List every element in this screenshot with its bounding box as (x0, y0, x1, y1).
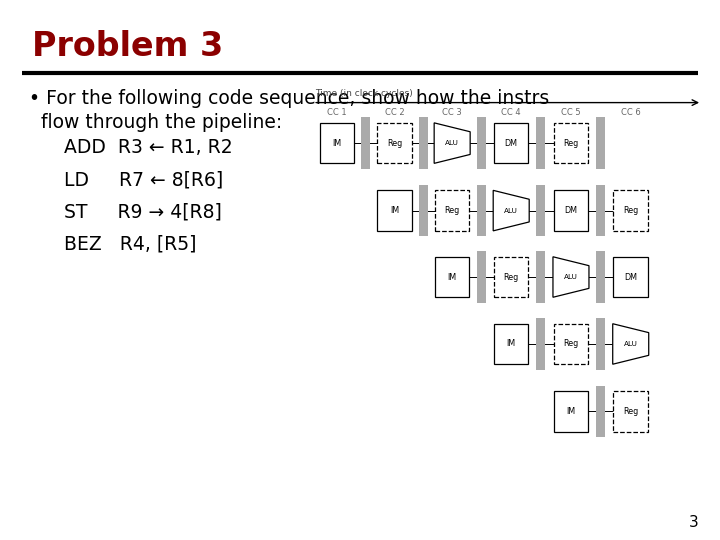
Bar (596, 386, 605, 437)
Text: BEZ   R4, [R5]: BEZ R4, [R5] (40, 235, 196, 254)
Text: DM: DM (564, 206, 577, 215)
Text: flow through the pipeline:: flow through the pipeline: (29, 113, 282, 132)
Text: IM: IM (448, 273, 456, 281)
Text: Reg: Reg (623, 206, 639, 215)
Polygon shape (434, 123, 470, 163)
FancyBboxPatch shape (494, 323, 528, 364)
Bar (361, 118, 370, 168)
Bar (596, 185, 605, 237)
Text: Reg: Reg (444, 206, 460, 215)
Text: IM: IM (390, 206, 399, 215)
Polygon shape (613, 324, 649, 364)
Text: IM: IM (567, 407, 575, 416)
Bar (419, 185, 428, 237)
Bar (536, 118, 545, 168)
Polygon shape (553, 257, 589, 297)
Text: CC 5: CC 5 (561, 108, 581, 117)
Text: CC 4: CC 4 (501, 108, 521, 117)
Text: 3: 3 (688, 515, 698, 530)
Text: DM: DM (505, 139, 518, 147)
FancyBboxPatch shape (554, 123, 588, 163)
Bar (477, 118, 486, 168)
FancyBboxPatch shape (613, 391, 648, 432)
Text: LD     R7 ← 8[R6]: LD R7 ← 8[R6] (40, 170, 223, 189)
FancyBboxPatch shape (494, 257, 528, 297)
Text: IM: IM (507, 340, 516, 348)
FancyBboxPatch shape (377, 191, 412, 231)
Text: CC 1: CC 1 (327, 108, 347, 117)
Text: Time (in clock cycles): Time (in clock cycles) (315, 89, 413, 98)
Text: Reg: Reg (387, 139, 402, 147)
Text: IM: IM (333, 139, 341, 147)
Bar (536, 319, 545, 369)
Text: ALU: ALU (564, 274, 578, 280)
Bar (536, 252, 545, 302)
Text: ALU: ALU (504, 207, 518, 214)
Text: ALU: ALU (624, 341, 638, 347)
FancyBboxPatch shape (554, 323, 588, 364)
FancyBboxPatch shape (320, 123, 354, 163)
Text: ST     R9 → 4[R8]: ST R9 → 4[R8] (40, 202, 222, 221)
Text: DM: DM (624, 273, 637, 281)
Bar (477, 185, 486, 237)
FancyBboxPatch shape (554, 391, 588, 432)
Bar (477, 252, 486, 302)
Bar (596, 118, 605, 168)
Text: CC 3: CC 3 (442, 108, 462, 117)
Bar (596, 252, 605, 302)
FancyBboxPatch shape (554, 191, 588, 231)
Text: Problem 3: Problem 3 (32, 30, 224, 63)
FancyBboxPatch shape (435, 257, 469, 297)
Text: CC 6: CC 6 (621, 108, 641, 117)
Text: ADD  R3 ← R1, R2: ADD R3 ← R1, R2 (40, 138, 233, 157)
Polygon shape (493, 191, 529, 231)
Text: Reg: Reg (623, 407, 639, 416)
Bar (419, 118, 428, 168)
FancyBboxPatch shape (377, 123, 412, 163)
Text: Reg: Reg (563, 340, 579, 348)
Bar (596, 319, 605, 369)
Text: ALU: ALU (445, 140, 459, 146)
Bar (536, 185, 545, 237)
FancyBboxPatch shape (613, 257, 648, 297)
Text: CC 2: CC 2 (384, 108, 405, 117)
FancyBboxPatch shape (494, 123, 528, 163)
FancyBboxPatch shape (613, 191, 648, 231)
FancyBboxPatch shape (435, 191, 469, 231)
Text: Reg: Reg (503, 273, 519, 281)
Text: • For the following code sequence, show how the instrs: • For the following code sequence, show … (29, 89, 549, 108)
Text: Reg: Reg (563, 139, 579, 147)
